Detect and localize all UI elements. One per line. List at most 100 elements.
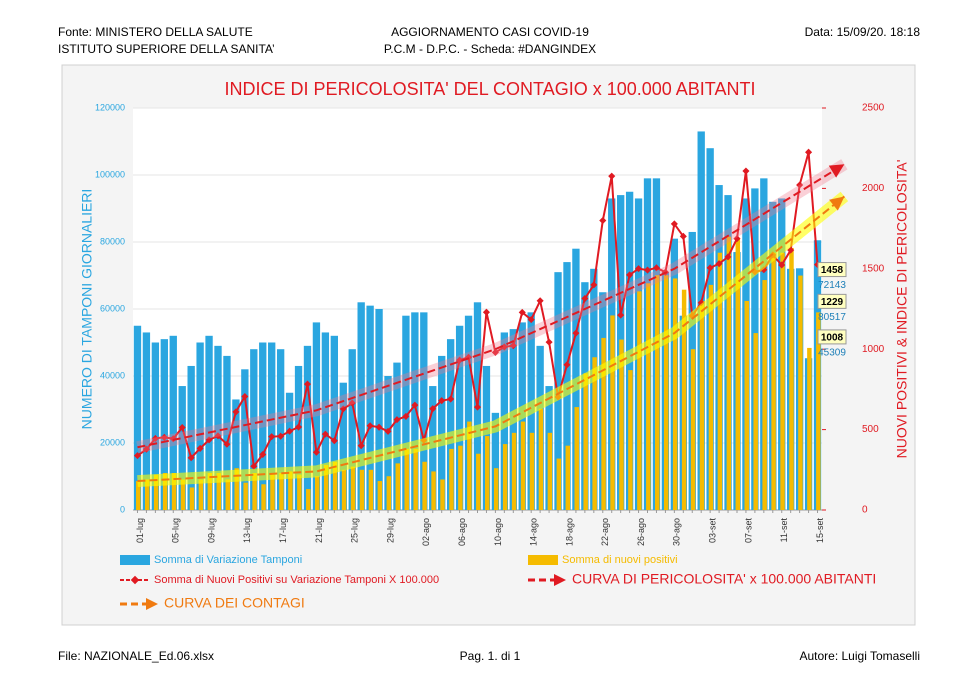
bar — [753, 333, 758, 510]
index-marker — [706, 264, 714, 272]
bar — [187, 365, 195, 510]
index-marker — [160, 433, 168, 441]
index-marker — [715, 260, 723, 268]
index-marker — [187, 454, 195, 462]
index-marker — [259, 450, 267, 459]
index-marker — [733, 235, 741, 243]
x-tick-label: 14-ago — [529, 518, 539, 546]
bar — [413, 448, 418, 510]
bar — [288, 471, 293, 510]
index-marker — [643, 266, 652, 274]
annotation: 1458 — [821, 265, 844, 276]
bar — [807, 347, 812, 510]
x-tick-label: 02-ago — [421, 518, 431, 546]
bar — [789, 247, 794, 510]
index-marker — [590, 281, 598, 289]
x-tick-label: 18-ago — [564, 518, 574, 546]
index-marker — [384, 427, 392, 435]
annotation-box — [817, 329, 847, 345]
legend-swatch — [120, 555, 150, 565]
bar — [207, 473, 213, 510]
bar — [189, 487, 195, 510]
bar — [556, 458, 562, 510]
y-tick-label: 40000 — [100, 370, 125, 380]
bar — [402, 315, 410, 510]
index-marker — [205, 436, 213, 444]
x-tick-label: 01-lug — [135, 518, 145, 543]
index-marker — [142, 445, 150, 453]
index-marker — [286, 427, 294, 435]
bar — [610, 315, 615, 510]
index-marker — [250, 462, 258, 470]
index-marker — [151, 434, 159, 442]
x-tick-label: 15-set — [815, 518, 825, 544]
bar — [359, 469, 365, 510]
bar — [268, 342, 276, 510]
bar — [216, 473, 222, 510]
annotation-box — [817, 262, 847, 278]
bar — [493, 468, 499, 510]
bar — [438, 355, 446, 510]
bar — [250, 349, 258, 510]
bar — [259, 342, 267, 510]
bar — [464, 315, 473, 510]
index-marker — [241, 392, 249, 401]
header-center: P.C.M - D.P.C. - Scheda: #DANGINDEX — [384, 42, 596, 56]
bar — [133, 325, 142, 510]
index-marker — [679, 232, 687, 240]
bar — [565, 445, 571, 510]
bar — [458, 445, 463, 510]
index-marker — [626, 271, 634, 279]
bar — [171, 473, 177, 510]
index-marker — [312, 448, 320, 456]
bar — [637, 291, 642, 510]
index-marker — [599, 217, 607, 225]
bar — [205, 335, 213, 510]
bar — [223, 355, 231, 510]
bar — [411, 312, 419, 510]
index-marker — [796, 181, 804, 189]
index-marker — [429, 405, 437, 413]
bar — [455, 325, 464, 510]
bar — [332, 461, 338, 510]
index-marker — [438, 397, 446, 405]
bar — [440, 479, 445, 510]
bar — [234, 468, 239, 510]
x-tick-label: 17-lug — [278, 518, 288, 543]
index-marker — [232, 408, 240, 416]
x-tick-label: 25-lug — [350, 518, 360, 543]
index-marker — [509, 342, 517, 350]
bar — [491, 412, 500, 510]
index-marker — [473, 403, 482, 411]
bar — [232, 399, 240, 510]
bar — [547, 432, 553, 510]
x-tick-label: 03-set — [708, 518, 718, 544]
index-marker — [393, 416, 401, 424]
index-marker — [268, 433, 276, 441]
y-tick-label: 20000 — [100, 437, 125, 447]
index-marker — [581, 295, 589, 303]
bar — [153, 474, 159, 510]
y2-tick-label: 1000 — [862, 344, 885, 355]
trend-arrow — [829, 196, 845, 211]
bar — [708, 284, 714, 510]
bar — [321, 332, 330, 510]
annotation: 1229 — [821, 297, 844, 308]
bar — [771, 252, 776, 510]
bar — [529, 432, 535, 510]
bar — [330, 335, 338, 510]
bar — [404, 448, 409, 510]
trend-arrow — [828, 164, 845, 178]
bar — [151, 342, 160, 510]
index-marker — [348, 399, 356, 407]
y-axis-title: NUMERO DI TAMPONI GIORNALIERI — [79, 189, 95, 430]
header-center: AGGIORNAMENTO CASI COVID-19 — [391, 25, 589, 39]
bar — [339, 382, 347, 510]
x-tick-label: 29-lug — [385, 518, 395, 543]
bar — [279, 473, 284, 510]
index-marker — [375, 423, 383, 431]
bar — [592, 357, 597, 510]
bar — [357, 302, 365, 510]
